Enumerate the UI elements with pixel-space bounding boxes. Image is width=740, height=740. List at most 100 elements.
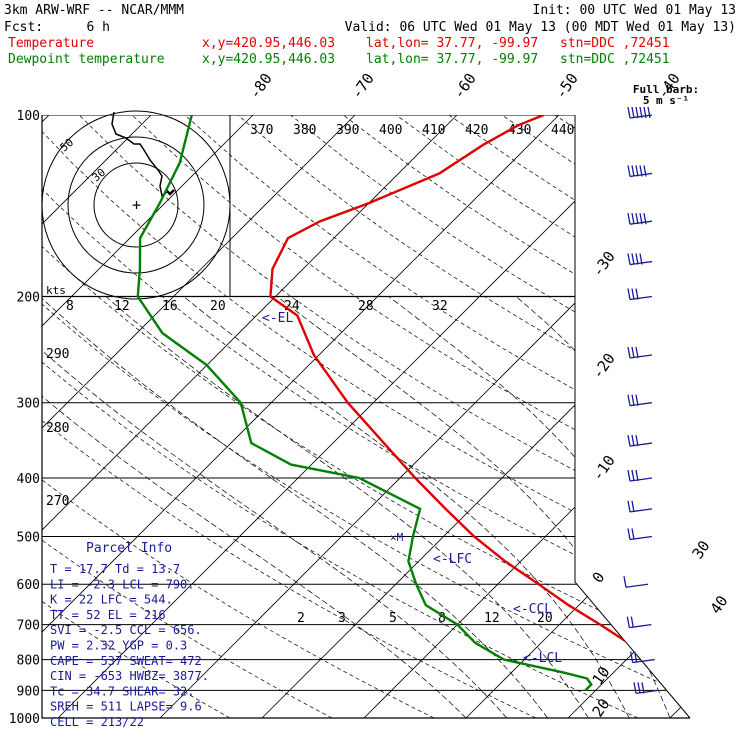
wind-barb: [627, 213, 653, 225]
hodograph-trace-start: [165, 189, 175, 196]
hodograph-ring-label: 50: [58, 136, 77, 154]
wind-barb-flag: [635, 469, 639, 482]
wind-barb-flag: [635, 346, 639, 359]
dry-adiabat-line: [184, 115, 690, 718]
mixing-ratio-label-bottom: 3: [338, 611, 346, 626]
wind-barb-flag: [623, 576, 627, 588]
wind-barb-flag: [639, 213, 643, 225]
wind-barb-flag: [639, 253, 643, 265]
wind-barb: [627, 434, 653, 447]
wind-barb-flag: [630, 616, 634, 628]
parcel-info-row: SVI = -2.5 CCL = 656.: [50, 623, 202, 637]
mixing-ratio-label-bottom: 5: [389, 611, 397, 626]
mixing-ratio-label-top: 12: [114, 299, 130, 314]
wind-barb-flag: [627, 500, 631, 513]
mixing-ratio-label-bottom: 20: [537, 611, 553, 626]
mixing-ratio-label-top: 16: [162, 299, 178, 314]
temperature-tick-label: -30: [589, 248, 619, 281]
temperature-tick-label: -50: [552, 70, 582, 103]
isotherm-line: [42, 115, 356, 718]
temperature-tick-label: -70: [348, 70, 378, 103]
wind-barb: [627, 469, 653, 482]
wind-barbs: [623, 106, 659, 695]
moist-adiabat-line: [42, 296, 508, 718]
dry-adiabat-line: [42, 115, 537, 718]
wind-barb-flag: [631, 346, 635, 359]
temperature-tick-label: 40: [707, 592, 732, 617]
wind-barb-flag: [634, 651, 638, 663]
theta-label-low: 270: [46, 494, 69, 509]
hodograph-trace: [111, 111, 169, 198]
dry-adiabat-line: [448, 115, 690, 718]
dry-adiabat-line: [42, 115, 333, 718]
wind-barb-flag: [630, 651, 634, 663]
moist-adiabat-line: [276, 296, 671, 718]
wind-barb-flag: [635, 165, 639, 177]
moist-adiabat-line: [388, 296, 690, 718]
pressure-tick-label: 500: [17, 530, 40, 545]
isotherm-line: [42, 115, 152, 718]
pressure-tick-label: 1000: [9, 712, 40, 727]
frame-border: [41, 115, 690, 719]
wind-barb-flag: [639, 106, 643, 119]
wind-barb-flag: [633, 682, 637, 694]
wind-barb-flag: [631, 253, 635, 265]
theta-label-low: 290: [46, 347, 69, 362]
mixing-ratio-label-top: 32: [432, 299, 448, 314]
isotherm-line: [465, 115, 690, 718]
init-time: Init: 00 UTC Wed 01 May 13: [533, 3, 737, 18]
isotherm-line: [669, 115, 690, 718]
pressure-tick-label: 700: [17, 619, 40, 634]
wind-barb-flag: [635, 394, 639, 406]
theta-label: 400: [379, 123, 402, 138]
wind-barb: [627, 106, 653, 119]
pressure-tick-label: 200: [17, 291, 40, 306]
dry-adiabat-line: [42, 115, 435, 718]
wind-barb-staff: [625, 583, 649, 588]
wind-barb: [633, 682, 659, 695]
wind-barb-flag: [647, 106, 651, 119]
dry-adiabat-line: [660, 115, 690, 718]
pressure-tick-label: 600: [17, 578, 40, 593]
wind-barb: [627, 500, 653, 513]
wind-barb-flag: [631, 469, 635, 482]
wind-barb-flag: [635, 106, 639, 119]
wind-barb-flag: [631, 394, 635, 406]
dry-adiabat-line: [42, 115, 690, 718]
wind-barb: [626, 616, 652, 629]
parcel-info-row: T = 17.7 Td = 13.7: [50, 562, 180, 576]
hodograph-ring: [41, 110, 231, 300]
dry-adiabat-line: [343, 115, 690, 718]
wind-barb: [627, 528, 653, 541]
valid-time: Valid: 06 UTC Wed 01 May 13 (00 MDT Wed …: [345, 20, 736, 35]
pressure-tick-label: 300: [17, 397, 40, 412]
wind-barb: [627, 346, 653, 359]
mixing-ratio-label-top: 8: [66, 299, 74, 314]
model-title: 3km ARW-WRF -- NCAR/MMM: [4, 3, 184, 18]
wind-barb-flag: [643, 213, 647, 225]
dry-adiabat-line: [501, 115, 690, 718]
theta-label: 380: [293, 123, 316, 138]
dry-adiabat-line: [42, 115, 690, 718]
hodograph-center-mark: +: [132, 196, 141, 214]
mixing-ratio-label-bottom: 12: [484, 611, 500, 626]
lcl-marker: <-LCL: [523, 651, 562, 666]
mixing-ratio-label-top: 20: [210, 299, 226, 314]
temperature-tick-label: 0: [589, 569, 609, 587]
wind-barb-flag: [635, 253, 639, 265]
parcel-info-box: Parcel Info T = 17.7 Td = 13.7LI = -2.3 …: [50, 541, 209, 729]
hodograph-ring: [93, 162, 179, 248]
legend-temperature-station: stn=DDC ,72451: [560, 36, 670, 51]
legend-dewpoint-xy: x,y=420.95,446.03: [202, 52, 335, 67]
dry-adiabat-line: [42, 115, 690, 718]
mixing-ratio-label-bottom: 8: [438, 611, 446, 626]
temperature-tick-label: 20: [589, 695, 614, 720]
wind-barb-flag: [643, 106, 647, 119]
wind-barb-flag: [639, 165, 643, 177]
hodograph-units-label: kts: [46, 284, 66, 297]
theta-label: 420: [465, 123, 488, 138]
pressure-tick-label: 100: [17, 109, 40, 124]
m-marker: ×M: [390, 531, 404, 544]
hodograph: + kts 50 30: [41, 110, 231, 300]
wind-barb: [627, 288, 653, 301]
